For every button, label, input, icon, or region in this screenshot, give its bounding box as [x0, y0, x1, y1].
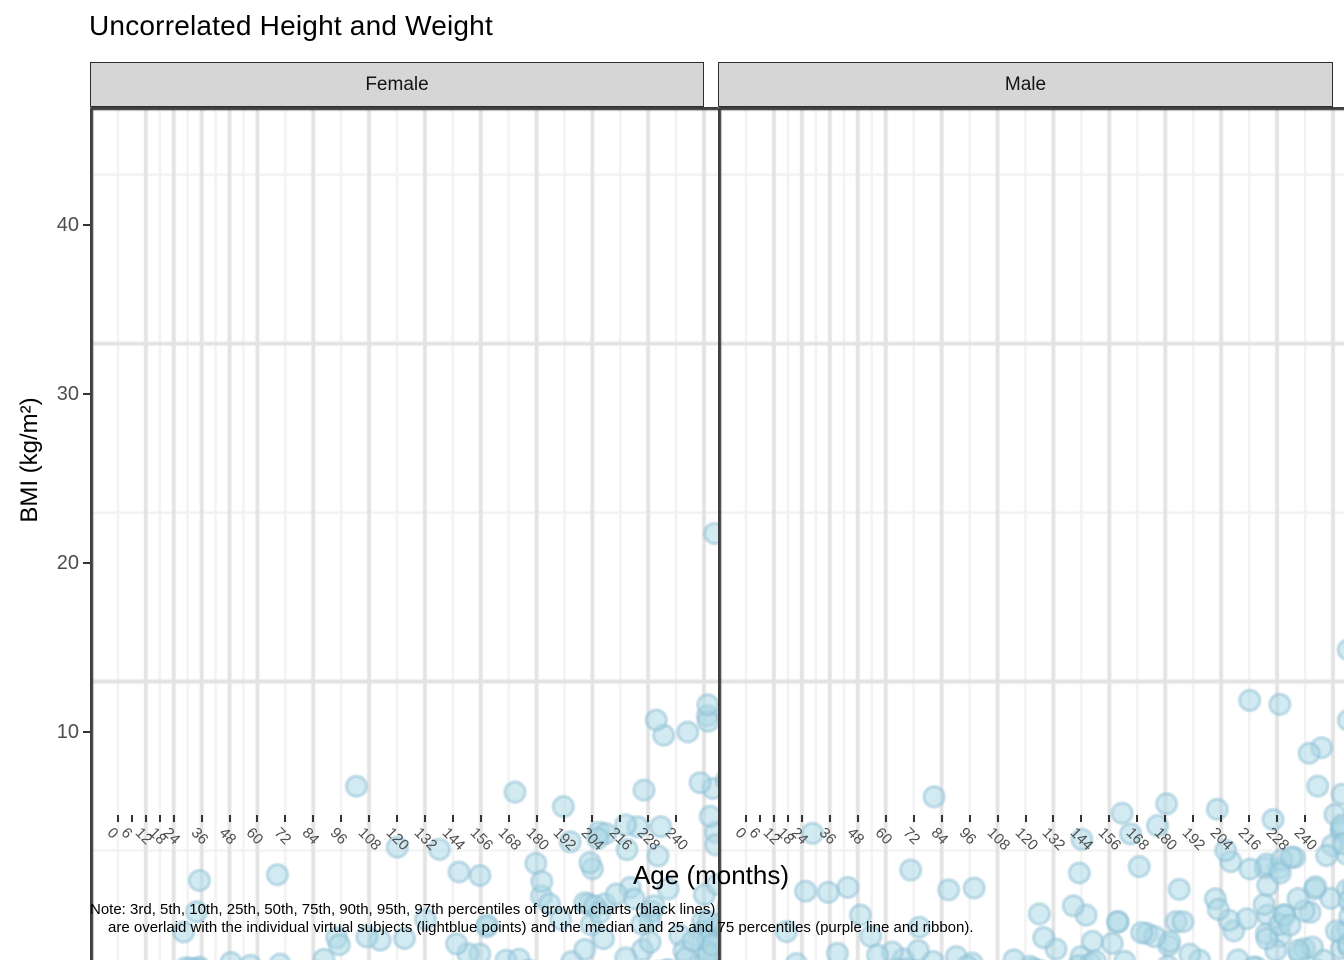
x-tick-mark — [1052, 815, 1055, 822]
x-tick-mark — [144, 815, 147, 822]
x-tick-mark — [284, 815, 287, 822]
x-tick-mark — [200, 815, 203, 822]
x-tick-mark — [940, 815, 943, 822]
facet-strip-male: Male — [718, 62, 1333, 107]
x-tick-mark — [312, 815, 315, 822]
x-tick-mark — [744, 815, 747, 822]
x-tick-mark — [675, 815, 678, 822]
x-tick-mark — [1220, 815, 1223, 822]
x-tick-mark — [116, 815, 119, 822]
x-tick-mark — [856, 815, 859, 822]
caption-note: Note: 3rd, 5th, 10th, 25th, 50th, 75th, … — [90, 901, 974, 936]
y-axis-title: BMI (kg/m²) — [16, 397, 43, 523]
y-tick-label: 20 — [56, 552, 79, 575]
x-tick-mark — [828, 815, 831, 822]
x-tick-mark — [340, 815, 343, 822]
y-tick-mark — [83, 731, 90, 734]
x-tick-mark — [1276, 815, 1279, 822]
x-tick-mark — [996, 815, 999, 822]
x-tick-mark — [507, 815, 510, 822]
facet-strip-female-label: Female — [365, 73, 429, 95]
x-tick-mark — [912, 815, 915, 822]
plot-panel-male — [718, 107, 1344, 960]
x-tick-mark — [535, 815, 538, 822]
caption-note-line1: Note: 3rd, 5th, 10th, 25th, 50th, 75th, … — [90, 901, 716, 918]
caption-note-line2: are overlaid with the individual virtual… — [108, 918, 974, 936]
x-tick-mark — [1136, 815, 1139, 822]
x-tick-mark — [1248, 815, 1251, 822]
y-tick-mark — [83, 562, 90, 565]
x-tick-mark — [772, 815, 775, 822]
y-tick-mark — [83, 224, 90, 227]
x-tick-mark — [423, 815, 426, 822]
x-tick-mark — [884, 815, 887, 822]
x-tick-mark — [1024, 815, 1027, 822]
y-tick-label: 40 — [56, 214, 79, 237]
x-tick-mark — [1164, 815, 1167, 822]
facet-strip-male-label: Male — [1004, 73, 1047, 95]
x-tick-mark — [130, 815, 133, 822]
x-tick-mark — [1304, 815, 1307, 822]
x-tick-mark — [619, 815, 622, 822]
x-tick-mark — [800, 815, 803, 822]
x-tick-mark — [256, 815, 259, 822]
x-tick-mark — [563, 815, 566, 822]
x-tick-mark — [172, 815, 175, 822]
x-tick-mark — [479, 815, 482, 822]
facet-strip-female: Female — [90, 62, 704, 107]
x-tick-mark — [591, 815, 594, 822]
x-tick-mark — [1080, 815, 1083, 822]
x-tick-mark — [1108, 815, 1111, 822]
y-tick-label: 30 — [56, 383, 79, 406]
x-tick-mark — [368, 815, 371, 822]
x-tick-mark — [158, 815, 161, 822]
x-tick-mark — [1192, 815, 1195, 822]
y-tick-mark — [83, 393, 90, 396]
y-tick-label: 10 — [56, 721, 79, 744]
x-tick-mark — [968, 815, 971, 822]
x-tick-mark — [396, 815, 398, 822]
x-tick-mark — [647, 815, 650, 822]
x-tick-mark — [228, 815, 231, 822]
x-tick-mark — [786, 815, 789, 822]
x-tick-mark — [758, 815, 761, 822]
x-axis-title: Age (months) — [632, 860, 790, 890]
plot-title: Uncorrelated Height and Weight — [89, 10, 493, 41]
x-tick-mark — [451, 815, 454, 822]
